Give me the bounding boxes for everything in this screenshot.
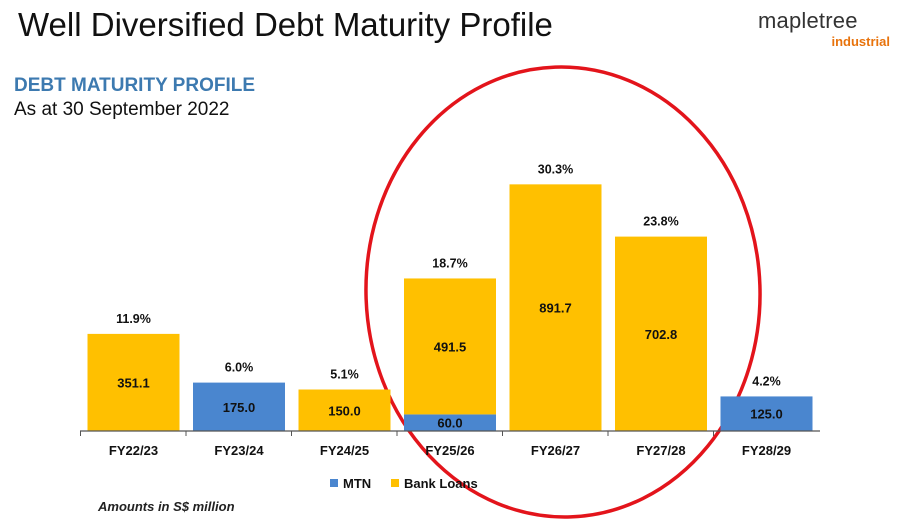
bar-mtn-fy28-29: [720, 396, 813, 431]
data-label: 125.0: [750, 407, 783, 422]
data-label: 702.8: [645, 327, 678, 342]
highlight-ellipse: [364, 65, 762, 519]
data-label: 150.0: [328, 403, 361, 418]
page-title: Well Diversified Debt Maturity Profile: [18, 6, 553, 43]
percent-label: 18.7%: [432, 256, 467, 270]
percent-label: 23.8%: [643, 215, 678, 229]
bar-mtn-fy23-24: [193, 382, 285, 431]
data-label: 491.5: [434, 339, 467, 354]
bar-bank-loans-fy26-27: [509, 184, 602, 431]
bar-mtn-fy25-26: [404, 414, 496, 431]
data-label: 175.0: [223, 400, 256, 415]
percent-label: 6.0%: [225, 361, 254, 375]
x-tick-label: FY26/27: [531, 443, 580, 458]
legend-label: Bank Loans: [404, 476, 478, 491]
x-tick-label: FY28/29: [742, 443, 791, 458]
footnote: Amounts in S$ million: [98, 499, 235, 514]
x-tick-label: FY27/28: [636, 443, 685, 458]
bar-bank-loans-fy27-28: [615, 236, 707, 431]
bar-bank-loans-fy22-23: [87, 333, 180, 431]
logo-text: mapletree: [758, 8, 858, 33]
data-label: 891.7: [539, 301, 572, 316]
x-tick-label: FY24/25: [320, 443, 369, 458]
logo-subtext: industrial: [831, 34, 890, 49]
x-tick-label: FY25/26: [425, 443, 474, 458]
percent-label: 11.9%: [116, 312, 151, 326]
legend-swatch: [391, 479, 399, 487]
bar-bank-loans-fy25-26: [404, 278, 496, 415]
x-tick-label: FY23/24: [214, 443, 264, 458]
as-at-date: As at 30 September 2022: [14, 99, 230, 120]
percent-label: 5.1%: [330, 368, 359, 382]
data-label: 60.0: [437, 416, 462, 431]
percent-label: 4.2%: [752, 374, 781, 388]
legend-label: MTN: [343, 476, 371, 491]
legend-swatch: [330, 479, 338, 487]
mapletree-logo: mapletree industrial: [758, 8, 894, 49]
percent-label: 30.3%: [538, 162, 573, 176]
data-label: 351.1: [117, 375, 150, 390]
x-tick-label: FY22/23: [109, 443, 158, 458]
bar-bank-loans-fy24-25: [298, 389, 391, 431]
section-heading: DEBT MATURITY PROFILE: [14, 75, 256, 96]
